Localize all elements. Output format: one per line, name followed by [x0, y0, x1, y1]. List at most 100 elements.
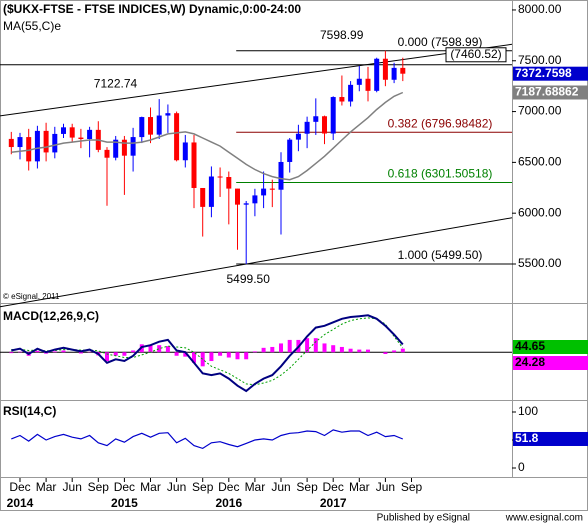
macd-histogram-bar: [357, 350, 361, 353]
macd-histogram-bar: [270, 347, 274, 352]
macd-histogram-bar: [401, 349, 405, 353]
candle-body: [218, 177, 223, 178]
watermark: © eSignal, 2011: [3, 292, 60, 301]
chart-title: ($UKX-FTSE - FTSE INDICES,W) Dynamic,0:0…: [3, 2, 301, 16]
candle-body: [235, 189, 240, 205]
x-tick-label: Dec: [9, 480, 30, 494]
x-tick-label: Mar: [140, 480, 161, 494]
macd-histogram-bar: [53, 351, 57, 352]
candle-body: [70, 127, 75, 137]
macd-histogram-bar: [340, 347, 344, 352]
level-label: 0.382 (6796.98482): [388, 116, 493, 130]
candle-body: [200, 188, 205, 207]
x-tick-label: Jun: [63, 480, 82, 494]
macd-histogram-bar: [79, 352, 83, 353]
candle-body: [331, 97, 336, 133]
candle-body: [244, 203, 249, 204]
macd-histogram-bar: [218, 352, 222, 356]
macd-histogram-bar: [366, 350, 370, 353]
annotation: 7598.99: [320, 28, 364, 42]
macd-histogram-bar: [262, 348, 266, 352]
macd-histogram-bar: [323, 343, 327, 352]
macd-histogram-bar: [279, 343, 283, 352]
last-ma: 7187.68862: [515, 85, 579, 99]
candle-body: [287, 140, 292, 162]
candle-body: [357, 79, 362, 85]
candle-body: [313, 116, 318, 122]
candle-body: [131, 137, 136, 156]
candle-body: [400, 68, 405, 74]
candle-body: [44, 131, 49, 153]
y-tick-label: 6500.00: [518, 155, 562, 169]
footer-publisher: Published by eSignal: [377, 513, 470, 524]
candle-body: [174, 113, 179, 160]
macd-histogram-bar: [392, 350, 396, 352]
macd-histogram-bar: [157, 345, 161, 352]
candle-body: [226, 177, 231, 189]
rsi-legend: RSI(14,C): [3, 404, 56, 418]
y-tick-label: 7000.00: [518, 104, 562, 118]
macd-histogram-bar: [201, 352, 205, 366]
candle-body: [305, 122, 310, 134]
candle-body: [374, 59, 379, 91]
macd-histogram-bar: [331, 345, 335, 352]
y-tick-label: 7500.00: [518, 53, 562, 67]
candle-body: [78, 138, 83, 139]
candle-body: [296, 134, 301, 140]
macd-histogram-bar: [9, 352, 13, 353]
x-tick-label: Jun: [167, 480, 186, 494]
candle-body: [392, 68, 397, 80]
year-label: 2015: [111, 496, 138, 510]
x-tick-label: Mar: [245, 480, 266, 494]
level-label: 1.000 (5499.50): [398, 248, 483, 262]
annotation: 5499.50: [227, 272, 271, 286]
candle-body: [52, 134, 57, 152]
x-tick-label: Sep: [192, 480, 214, 494]
last-signal: 24.28: [515, 355, 545, 369]
macd-histogram-bar: [209, 352, 213, 361]
macd-histogram-bar: [253, 351, 257, 352]
candle-body: [61, 127, 66, 134]
candle-body: [9, 139, 14, 147]
candle-body: [183, 142, 188, 160]
candle-body: [279, 162, 284, 190]
annotation: 7122.74: [94, 76, 138, 90]
x-tick-label: Jun: [376, 480, 395, 494]
year-label: 2014: [7, 496, 34, 510]
macd-histogram-bar: [166, 346, 170, 352]
x-tick-label: Jun: [271, 480, 290, 494]
x-tick-label: Dec: [114, 480, 135, 494]
y-tick-label: 6000.00: [518, 205, 562, 219]
level-label: (7460.52): [450, 47, 501, 61]
candle-body: [322, 116, 327, 133]
x-tick-label: Dec: [218, 480, 239, 494]
candle-body: [122, 140, 127, 156]
candle-body: [35, 131, 40, 161]
rsi-tick-label: 100: [518, 404, 538, 418]
macd-histogram-bar: [175, 352, 179, 356]
macd-histogram-bar: [114, 352, 118, 356]
ma-legend: MA(55,C)e: [3, 19, 61, 33]
x-tick-label: Mar: [349, 480, 370, 494]
candle-body: [383, 59, 388, 80]
macd-histogram-bar: [18, 352, 22, 353]
macd-histogram-bar: [35, 351, 39, 352]
last-price: 7372.7598: [515, 66, 572, 80]
candle-body: [157, 116, 162, 135]
macd-histogram-bar: [244, 352, 248, 359]
x-tick-label: Mar: [36, 480, 57, 494]
x-tick-label: Sep: [401, 480, 423, 494]
candle-body: [105, 150, 110, 158]
y-tick-label: 8000.00: [518, 2, 562, 16]
candle-body: [339, 97, 344, 101]
x-tick-label: Sep: [88, 480, 110, 494]
candle-body: [252, 195, 257, 203]
candle-body: [270, 189, 275, 190]
candle-body: [139, 117, 144, 137]
last-macd: 44.65: [515, 339, 545, 353]
macd-histogram-bar: [236, 352, 240, 359]
last-rsi: 51.8: [515, 431, 539, 445]
rsi-tick-label: 0: [518, 460, 525, 474]
